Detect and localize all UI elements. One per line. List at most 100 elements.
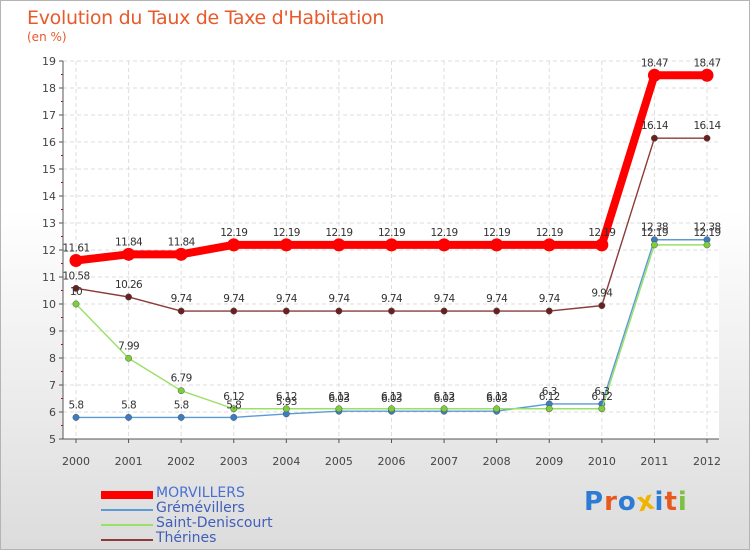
x-tick-label: 2002 (167, 455, 195, 468)
data-label: 6.79 (171, 373, 192, 385)
data-label: 7.99 (118, 340, 139, 352)
data-label: 6.03 (486, 393, 507, 405)
x-tick-label: 2003 (220, 455, 248, 468)
data-label: 6.3 (594, 386, 609, 398)
unit-label: (en %) (27, 30, 67, 44)
y-tick-label: 13 (42, 217, 56, 230)
data-label: 10.58 (62, 270, 89, 282)
x-tick-label: 2006 (378, 455, 406, 468)
data-label: 5.8 (121, 399, 136, 411)
data-point (440, 405, 448, 413)
data-point (227, 238, 241, 252)
legend-label: Saint-Deniscourt (156, 515, 273, 531)
data-point (122, 247, 136, 261)
legend-label: MORVILLERS (156, 485, 245, 501)
data-label: 12.19 (431, 227, 458, 239)
data-label: 9.74 (328, 293, 350, 305)
data-label: 12.19 (220, 227, 247, 239)
y-tick-label: 10 (42, 298, 56, 311)
legend-label: Thérines (156, 530, 217, 546)
data-point (650, 134, 658, 142)
data-label: 6.03 (328, 393, 349, 405)
data-label: 6.03 (381, 393, 402, 405)
data-point (177, 413, 185, 421)
y-tick-label: 12 (42, 244, 56, 257)
x-tick-label: 2000 (62, 455, 90, 468)
data-point (69, 254, 83, 268)
data-point (125, 354, 133, 362)
data-label: 12.19 (378, 227, 405, 239)
data-point (385, 238, 398, 252)
data-point (230, 307, 238, 315)
x-tick-label: 2009 (535, 455, 563, 468)
data-point (493, 405, 501, 413)
data-point (703, 134, 711, 142)
data-label: 6.12 (276, 391, 297, 403)
data-label: 11.61 (62, 243, 89, 255)
data-label: 11.84 (115, 236, 143, 248)
x-tick-label: 2007 (430, 455, 458, 468)
data-point (542, 238, 556, 252)
x-tick-label: 2004 (272, 455, 300, 468)
data-label: 9.74 (276, 293, 298, 305)
data-point (230, 405, 238, 413)
data-point (177, 307, 185, 315)
data-label: 6.12 (381, 391, 402, 403)
data-label: 9.74 (381, 293, 403, 305)
y-tick-label: 5 (49, 433, 56, 446)
x-tick-label: 2001 (115, 455, 143, 468)
data-label: 12.38 (693, 222, 720, 234)
y-tick-label: 15 (42, 163, 56, 176)
data-point (72, 284, 80, 292)
y-tick-label: 18 (42, 82, 56, 95)
y-tick-label: 16 (42, 136, 56, 149)
data-label: 6.12 (434, 391, 455, 403)
data-label: 5.8 (226, 399, 241, 411)
legend-label: Grémévillers (156, 500, 245, 516)
data-label: 6.12 (539, 391, 560, 403)
data-label: 12.19 (273, 227, 300, 239)
data-point (282, 307, 290, 315)
data-label: 5.8 (69, 399, 84, 411)
data-label: 5.93 (276, 396, 297, 408)
y-tick-label: 6 (49, 406, 56, 419)
data-point (650, 241, 658, 249)
data-point (490, 238, 504, 252)
data-point (545, 307, 553, 315)
data-point (647, 68, 661, 82)
x-tick-label: 2010 (588, 455, 616, 468)
data-point (703, 241, 711, 249)
data-point (72, 413, 80, 421)
data-label: 18.47 (641, 57, 668, 69)
data-label: 12.19 (483, 227, 510, 239)
data-point (125, 293, 133, 301)
data-label: 10 (70, 286, 82, 298)
data-point (332, 238, 346, 252)
data-label: 18.47 (693, 57, 720, 69)
data-label: 12.19 (536, 227, 563, 239)
x-tick-label: 2011 (640, 455, 668, 468)
data-label: 16.14 (693, 120, 721, 132)
data-point (72, 300, 80, 308)
data-label: 9.74 (539, 293, 561, 305)
data-label: 6.12 (328, 391, 349, 403)
data-label: 12.19 (641, 227, 668, 239)
data-point (279, 238, 293, 252)
data-point (437, 238, 451, 252)
data-label: 16.14 (641, 120, 669, 132)
y-tick-label: 7 (49, 379, 56, 392)
legend-swatch (101, 491, 153, 499)
data-point (177, 387, 185, 395)
data-point (598, 405, 606, 413)
data-point (700, 68, 714, 82)
data-label: 12.19 (325, 227, 352, 239)
data-label: 10.26 (115, 279, 143, 291)
data-point (493, 307, 501, 315)
data-label: 12.38 (641, 222, 668, 234)
data-label: 6.03 (434, 393, 455, 405)
y-tick-label: 11 (42, 271, 56, 284)
data-point (335, 307, 343, 315)
data-point (388, 307, 395, 315)
x-tick-label: 2012 (693, 455, 721, 468)
